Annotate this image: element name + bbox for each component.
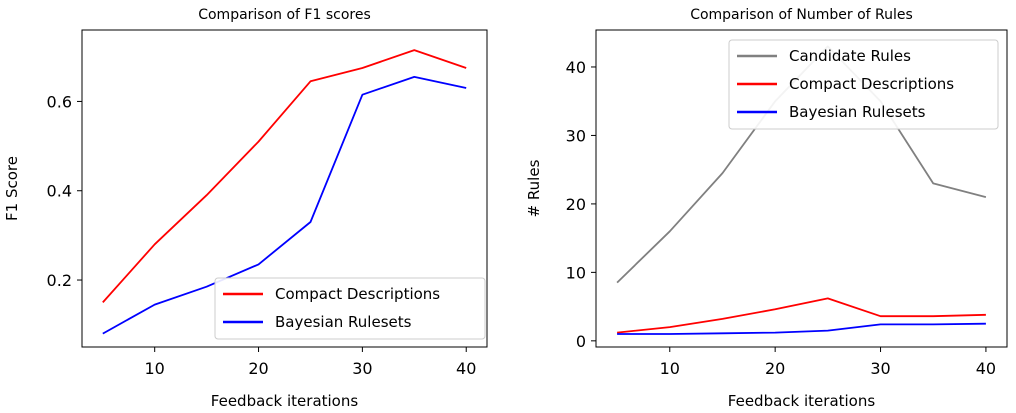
y-tick-label: 0 [576, 332, 586, 351]
chart-title: Comparison of Number of Rules [690, 7, 913, 23]
axes-frame [595, 29, 1008, 348]
axes-frame [81, 29, 488, 348]
x-axis-label: Feedback iterations [211, 392, 359, 410]
legend-label: Candidate Rules [789, 47, 911, 65]
series-line-bayesian-rulesets [617, 322, 986, 335]
legend-label: Compact Descriptions [789, 75, 954, 93]
y-axis-label: F1 Score [3, 156, 21, 221]
y-tick-label: 30 [566, 126, 586, 145]
legend-box [214, 277, 486, 340]
legend-label: Bayesian Rulesets [789, 103, 926, 121]
x-tick-label: 20 [765, 359, 785, 378]
x-tick-label: 40 [976, 359, 996, 378]
legend-box [728, 39, 999, 130]
x-tick-label: 30 [870, 359, 890, 378]
rules-chart-panel: Comparison of Number of Rules Feedback i… [525, 7, 1008, 410]
chart-title: Comparison of F1 scores [198, 7, 371, 23]
legend: Candidate Rules Compact Descriptions Bayes… [728, 39, 999, 130]
y-axis-label: # Rules [525, 159, 543, 217]
y-tick-label: 10 [566, 263, 586, 282]
x-tick-label: 40 [456, 359, 476, 378]
y-tick-label: 0.2 [47, 271, 72, 290]
x-tick-label: 10 [145, 359, 165, 378]
y-tick-label: 20 [566, 195, 586, 214]
y-tick-label: 40 [566, 58, 586, 77]
x-tick-label: 30 [352, 359, 372, 378]
series-line-bayesian-rulesets [102, 76, 467, 335]
legend: Compact Descriptions Bayesian Rulesets [214, 277, 486, 340]
series-line-compact-descriptions [102, 49, 467, 303]
f1-chart-panel: Comparison of F1 scores Feedback iterati… [3, 7, 488, 410]
x-tick-label: 20 [248, 359, 268, 378]
x-axis-label: Feedback iterations [728, 392, 876, 410]
legend-label: Bayesian Rulesets [275, 313, 412, 331]
legend-label: Compact Descriptions [275, 285, 440, 303]
y-tick-label: 0.4 [47, 182, 72, 201]
series-line-compact-descriptions [617, 297, 986, 334]
y-tick-label: 0.6 [47, 92, 72, 111]
x-tick-label: 10 [660, 359, 680, 378]
